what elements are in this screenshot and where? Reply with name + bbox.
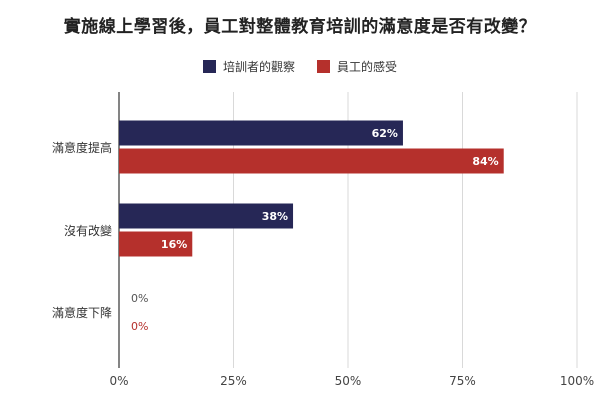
bar — [119, 231, 193, 257]
category-label: 滿意度下降 — [52, 305, 112, 320]
data-label: 38% — [262, 210, 288, 223]
legend-label-trainers: 培訓者的觀察 — [222, 60, 295, 74]
legend-swatch-employees — [317, 60, 330, 73]
legend-item-employees: 員工的感受 — [317, 58, 397, 75]
legend-item-trainers: 培訓者的觀察 — [202, 58, 295, 75]
x-tick-label: 100% — [560, 374, 594, 388]
data-label: 62% — [372, 127, 398, 140]
x-tick-label: 75% — [449, 374, 476, 388]
category-label: 滿意度提高 — [52, 140, 112, 155]
data-label: 16% — [161, 238, 187, 251]
data-label: 0% — [131, 320, 148, 333]
bar — [119, 203, 294, 229]
chart-title: 實施線上學習後，員工對整體教育培訓的滿意度是否有改變？ — [63, 17, 537, 37]
legend-swatch-trainers — [202, 60, 216, 73]
x-tick-label: 0% — [109, 374, 128, 388]
bar — [119, 120, 403, 146]
bar — [119, 148, 504, 174]
x-tick-label: 50% — [335, 374, 362, 388]
legend-label-employees: 員工的感受 — [337, 60, 398, 74]
data-label: 0% — [131, 292, 148, 305]
x-tick-label: 25% — [220, 374, 247, 388]
chart-legend: 培訓者的觀察 員工的感受 — [0, 58, 600, 75]
category-label: 沒有改變 — [64, 223, 112, 238]
data-label: 84% — [472, 155, 498, 168]
